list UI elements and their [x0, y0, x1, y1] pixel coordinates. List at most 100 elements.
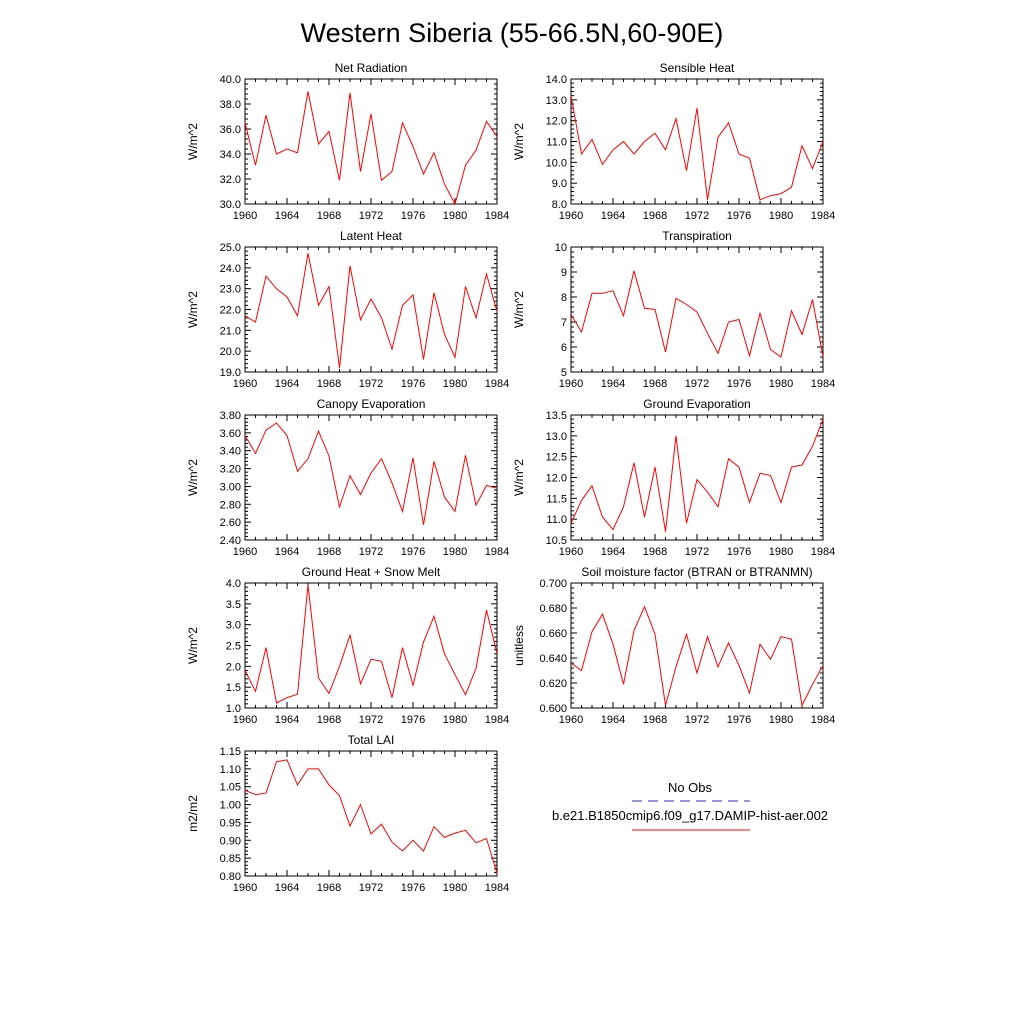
data-point — [612, 529, 613, 530]
x-tick-label: 1960 — [233, 378, 257, 390]
y-tick-label: 30.0 — [220, 199, 241, 211]
data-point — [707, 491, 708, 492]
data-point — [644, 141, 645, 142]
data-point — [381, 458, 382, 459]
data-point — [749, 158, 750, 159]
series-line — [570, 605, 824, 708]
y-axis-label: W/m^2 — [186, 627, 200, 664]
plot-frame — [570, 582, 824, 709]
x-tick-label: 1980 — [443, 378, 467, 390]
data-point — [265, 647, 266, 648]
data-point — [412, 840, 413, 841]
data-point — [328, 784, 329, 785]
data-point — [349, 92, 350, 93]
data-point — [812, 446, 813, 447]
legend-model-label: b.e21.B1850cmip6.f09_g17.DAMIP-hist-aer.… — [552, 808, 828, 823]
y-tick-label: 1.15 — [220, 746, 241, 758]
data-point — [475, 505, 476, 506]
data-point — [276, 422, 277, 423]
y-tick-label: 12.5 — [546, 452, 567, 464]
x-tick-label: 1976 — [401, 546, 425, 558]
data-point — [255, 453, 256, 454]
data-point — [570, 523, 571, 524]
data-point — [318, 768, 319, 769]
x-tick-label: 1960 — [559, 378, 583, 390]
series-line — [244, 759, 498, 874]
y-tick-label: 12.0 — [546, 116, 567, 128]
data-point — [633, 153, 634, 154]
data-point — [318, 677, 319, 678]
data-point — [328, 286, 329, 287]
y-axis-label: unitless — [512, 625, 526, 666]
y-tick-label: 19.0 — [220, 367, 241, 379]
data-point — [486, 609, 487, 610]
chart-panel-1: Net Radiation W/m^2 1960 1964 1968 1972 1976 19… — [186, 61, 509, 222]
data-point — [286, 435, 287, 436]
data-point — [433, 826, 434, 827]
data-point — [454, 357, 455, 358]
data-point — [381, 317, 382, 318]
data-point — [623, 684, 624, 685]
y-tick-label: 13.0 — [546, 95, 567, 107]
data-point — [444, 653, 445, 654]
y-axis-label: W/m^2 — [512, 291, 526, 328]
data-point — [728, 458, 729, 459]
data-point — [738, 665, 739, 666]
x-tick-label: 1976 — [727, 378, 751, 390]
data-point — [570, 662, 571, 663]
data-point — [286, 759, 287, 760]
chart-panels: Net Radiation W/m^2 1960 1964 1968 1972 1976 19… — [186, 61, 835, 894]
x-tick-label: 1964 — [275, 546, 299, 558]
data-point — [612, 149, 613, 150]
data-point — [423, 850, 424, 851]
chart-panel-2: Sensible Heat W/m^2 1960 1964 1968 1972 1976 19… — [512, 61, 835, 222]
data-point — [402, 305, 403, 306]
data-point — [623, 315, 624, 316]
data-point — [696, 672, 697, 673]
data-point — [276, 761, 277, 762]
x-tick-label: 1968 — [317, 378, 341, 390]
data-point — [717, 506, 718, 507]
x-tick-label: 1968 — [643, 378, 667, 390]
data-point — [391, 482, 392, 483]
plot-frame — [244, 246, 498, 373]
x-tick-label: 1984 — [811, 714, 835, 726]
data-point — [623, 506, 624, 507]
data-point — [276, 702, 277, 703]
data-point — [349, 265, 350, 266]
data-point — [349, 634, 350, 635]
y-tick-label: 1.10 — [220, 764, 241, 776]
data-point — [328, 455, 329, 456]
data-point — [339, 367, 340, 368]
data-point — [738, 153, 739, 154]
x-tick-label: 1980 — [769, 210, 793, 222]
data-point — [581, 670, 582, 671]
y-tick-label: 0.600 — [539, 703, 567, 715]
x-tick-label: 1980 — [769, 546, 793, 558]
data-point — [265, 793, 266, 794]
y-tick-label: 3.20 — [220, 464, 241, 476]
x-tick-label: 1964 — [601, 714, 625, 726]
x-tick-label: 1968 — [643, 210, 667, 222]
data-point — [454, 833, 455, 834]
panel-title: Latent Heat — [340, 229, 403, 243]
series-line — [570, 95, 824, 201]
data-point — [707, 333, 708, 334]
data-point — [255, 165, 256, 166]
data-point — [759, 313, 760, 314]
figure-title: Western Siberia (55-66.5N,60-90E) — [301, 18, 724, 48]
plot-frame — [570, 414, 824, 541]
x-tick-label: 1976 — [727, 546, 751, 558]
data-point — [728, 642, 729, 643]
data-point — [780, 356, 781, 357]
y-tick-label: 11.0 — [546, 514, 567, 526]
data-point — [570, 314, 571, 315]
y-axis-label: m2/m2 — [186, 795, 200, 832]
y-tick-label: 12.0 — [546, 473, 567, 485]
x-tick-label: 1976 — [401, 378, 425, 390]
data-point — [475, 317, 476, 318]
data-point — [360, 683, 361, 684]
y-tick-label: 2.0 — [226, 661, 241, 673]
data-point — [686, 634, 687, 635]
chart-panel-8: Soil moisture factor (BTRAN or BTRANMN) u… — [512, 565, 835, 726]
